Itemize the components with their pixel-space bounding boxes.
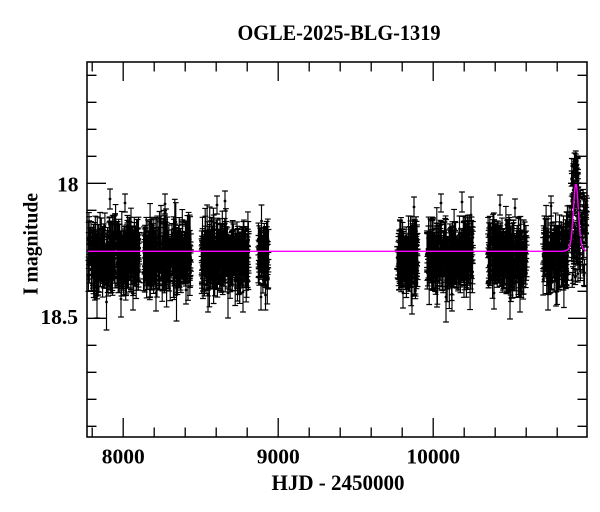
svg-text:18: 18 bbox=[57, 172, 79, 196]
svg-text:9000: 9000 bbox=[257, 445, 300, 469]
svg-text:10000: 10000 bbox=[406, 445, 460, 469]
svg-text:8000: 8000 bbox=[102, 445, 145, 469]
svg-text:OGLE-2025-BLG-1319: OGLE-2025-BLG-1319 bbox=[238, 20, 441, 45]
svg-text:I magnitude: I magnitude bbox=[19, 193, 43, 295]
svg-text:HJD - 2450000: HJD - 2450000 bbox=[272, 470, 405, 495]
svg-text:18.5: 18.5 bbox=[40, 305, 78, 329]
